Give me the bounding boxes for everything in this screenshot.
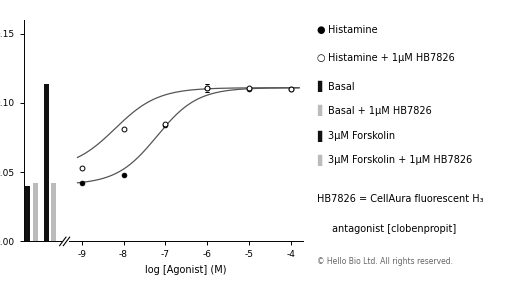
Text: Histamine + 1μM HB7826: Histamine + 1μM HB7826 [328, 53, 455, 63]
Text: HB7826 = CellAura fluorescent H₃: HB7826 = CellAura fluorescent H₃ [317, 194, 483, 204]
Text: Histamine: Histamine [328, 25, 378, 35]
Bar [32, 183, 38, 241]
Text: antagonist [clobenpropit]: antagonist [clobenpropit] [332, 224, 457, 234]
Text: ▌: ▌ [318, 81, 326, 92]
X-axis label: log [Agonist] (M): log [Agonist] (M) [145, 265, 227, 275]
Text: ●: ● [317, 25, 325, 35]
Text: © Hello Bio Ltd. All rights reserved.: © Hello Bio Ltd. All rights reserved. [317, 256, 453, 266]
Bar [25, 186, 30, 241]
Bar [51, 183, 56, 241]
Text: ▌: ▌ [318, 105, 326, 116]
Text: Basal + 1μM HB7826: Basal + 1μM HB7826 [328, 106, 432, 116]
Text: 3μM Forskolin: 3μM Forskolin [328, 131, 395, 141]
Bar [44, 83, 49, 241]
Text: 3μM Forskolin + 1μM HB7826: 3μM Forskolin + 1μM HB7826 [328, 155, 472, 166]
Text: ▌: ▌ [318, 131, 326, 142]
Text: ○: ○ [317, 53, 325, 63]
Text: Basal: Basal [328, 82, 355, 92]
Text: ▌: ▌ [318, 155, 326, 166]
